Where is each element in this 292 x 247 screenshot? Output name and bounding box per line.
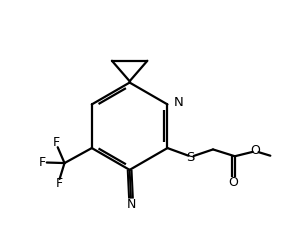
Text: O: O: [229, 176, 239, 189]
Text: N: N: [173, 96, 183, 109]
Text: F: F: [38, 156, 46, 169]
Text: O: O: [250, 144, 260, 157]
Text: F: F: [56, 177, 63, 190]
Text: N: N: [127, 198, 136, 210]
Text: S: S: [186, 151, 194, 164]
Text: F: F: [53, 136, 60, 149]
